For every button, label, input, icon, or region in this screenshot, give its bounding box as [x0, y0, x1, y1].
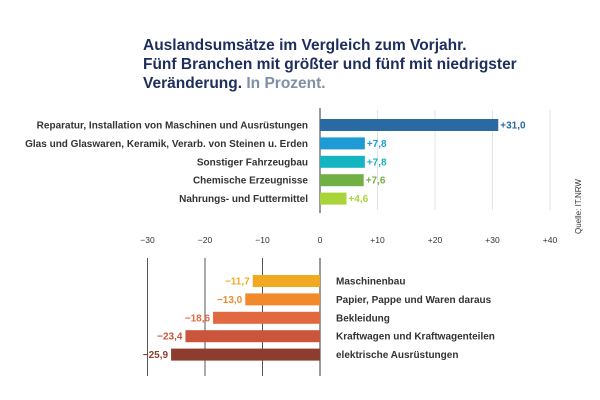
- title-line-2: Fünf Branchen mit größter und fünf mit n…: [143, 56, 517, 73]
- data-label: +4,6: [348, 194, 368, 205]
- x-tick-label: +10: [370, 235, 385, 245]
- category-label: Papier, Pappe und Waren daraus: [336, 295, 492, 306]
- x-tick-label: +40: [543, 235, 558, 245]
- x-tick-label: +20: [428, 235, 443, 245]
- bar: [320, 155, 365, 168]
- category-label: Kraftwagen und Kraftwagenteilen: [336, 332, 495, 343]
- bar: [213, 311, 320, 324]
- title-unit: In Prozent.: [246, 75, 326, 92]
- bar: [185, 330, 320, 343]
- data-label: −25,9: [143, 350, 169, 361]
- bar: [171, 348, 320, 361]
- data-label: −13,0: [217, 295, 243, 306]
- x-tick-label: −20: [198, 235, 213, 245]
- category-label: Nahrungs- und Futtermittel: [179, 194, 308, 205]
- title-line-3: Veränderung. In Prozent.: [143, 74, 563, 93]
- bar: [252, 275, 320, 287]
- data-label: +7,6: [366, 176, 386, 187]
- category-label: elektrische Ausrüstungen: [336, 350, 458, 361]
- x-tick-label: −30: [140, 235, 155, 245]
- source-note: Quelle: IT.NRW: [574, 179, 583, 234]
- title-line-1: Auslandsumsätze im Vergleich zum Vorjahr…: [143, 37, 467, 54]
- data-label: −23,4: [157, 332, 183, 343]
- category-label: Chemische Erzeugnisse: [193, 176, 308, 187]
- data-label: +7,8: [367, 157, 387, 168]
- bar: [320, 174, 364, 187]
- category-label: Bekleidung: [336, 313, 390, 324]
- bar: [320, 137, 365, 150]
- category-label: Maschinenbau: [336, 277, 405, 288]
- data-label: +31,0: [500, 121, 526, 132]
- bar: [320, 192, 347, 205]
- category-label: Reparatur, Installation von Maschinen un…: [37, 121, 308, 132]
- data-label: −18,6: [185, 313, 211, 324]
- chart-title: Auslandsumsätze im Vergleich zum Vorjahr…: [143, 36, 563, 93]
- x-tick-label: −10: [255, 235, 270, 245]
- title-line-3-text: Veränderung.: [143, 75, 243, 92]
- category-label: Sonstiger Fahrzeugbau: [197, 157, 308, 168]
- x-tick-label: 0: [318, 235, 323, 245]
- bar: [245, 293, 320, 306]
- bar: [320, 119, 499, 131]
- data-label: −11,7: [225, 277, 250, 288]
- category-label: Glas und Glaswaren, Keramik, Verarb. von…: [25, 139, 308, 150]
- x-tick-label: +30: [485, 235, 500, 245]
- data-label: +7,8: [367, 139, 387, 150]
